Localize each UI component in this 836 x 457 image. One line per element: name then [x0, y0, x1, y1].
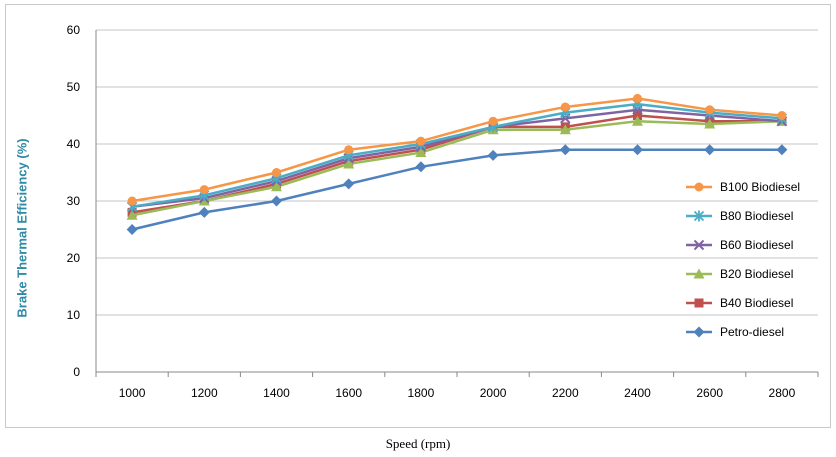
- legend-marker: [693, 210, 705, 222]
- legend-label: B60 Biodiesel: [720, 238, 793, 252]
- data-point: [126, 209, 138, 220]
- data-point: [704, 144, 716, 156]
- legend-marker: [693, 239, 705, 251]
- data-point: [632, 144, 643, 156]
- data-point: [198, 206, 210, 218]
- chart-frame: [5, 4, 831, 428]
- data-point: [344, 145, 354, 155]
- data-point: [488, 116, 498, 126]
- data-point: [777, 111, 787, 120]
- data-point: [633, 93, 642, 103]
- legend-marker: [694, 182, 704, 192]
- y-tick-label: 40: [67, 137, 81, 151]
- legend-label: B100 Biodiesel: [720, 180, 800, 194]
- data-point: [343, 178, 355, 190]
- x-tick-label: 1400: [263, 386, 290, 400]
- x-tick-label: 1000: [119, 386, 146, 400]
- data-point: [126, 224, 138, 235]
- series-line: [131, 119, 782, 217]
- y-tick-label: 30: [67, 194, 81, 208]
- x-tick-label: 2000: [480, 386, 507, 400]
- x-tick-label: 2800: [769, 386, 796, 400]
- data-point: [272, 168, 281, 177]
- x-tick-label: 2600: [696, 386, 723, 400]
- data-point: [559, 124, 571, 135]
- data-point: [415, 161, 427, 173]
- y-tick-label: 50: [67, 80, 81, 94]
- series-line: [131, 97, 782, 203]
- data-point: [705, 105, 715, 115]
- y-tick-label: 0: [73, 365, 80, 379]
- legend-marker: [694, 298, 704, 308]
- series-line: [131, 102, 782, 208]
- data-point: [633, 111, 642, 120]
- data-point: [416, 136, 426, 146]
- x-tick-label: 1200: [191, 386, 218, 400]
- x-tick-label: 1600: [335, 386, 362, 400]
- data-point: [560, 102, 570, 112]
- legend-label: B40 Biodiesel: [720, 296, 793, 310]
- data-point: [487, 149, 499, 161]
- data-point: [127, 196, 137, 206]
- legend-label: B80 Biodiesel: [720, 209, 793, 223]
- data-point: [704, 118, 716, 129]
- x-axis-label: Speed (rpm): [385, 436, 451, 451]
- data-point: [271, 195, 282, 207]
- legend-label: B20 Biodiesel: [720, 267, 793, 281]
- y-tick-label: 10: [67, 308, 81, 322]
- x-tick-label: 1800: [408, 386, 435, 400]
- x-tick-label: 2200: [552, 386, 579, 400]
- data-point: [199, 185, 209, 195]
- data-point: [776, 144, 788, 156]
- y-tick-label: 60: [67, 23, 81, 37]
- series-line: [131, 114, 782, 214]
- legend-marker: [693, 268, 705, 279]
- data-point: [632, 115, 643, 126]
- legend-label: Petro-diesel: [720, 325, 784, 339]
- data-point: [559, 144, 571, 156]
- data-point: [343, 158, 355, 169]
- legend-marker: [693, 326, 705, 338]
- series-line: [131, 148, 782, 231]
- y-tick-label: 20: [67, 251, 81, 265]
- x-tick-label: 2400: [624, 386, 651, 400]
- data-point: [415, 147, 427, 158]
- data-point: [271, 181, 282, 192]
- series-line: [131, 108, 782, 208]
- y-axis-label: Brake Thermal Efficiency (%): [14, 138, 30, 318]
